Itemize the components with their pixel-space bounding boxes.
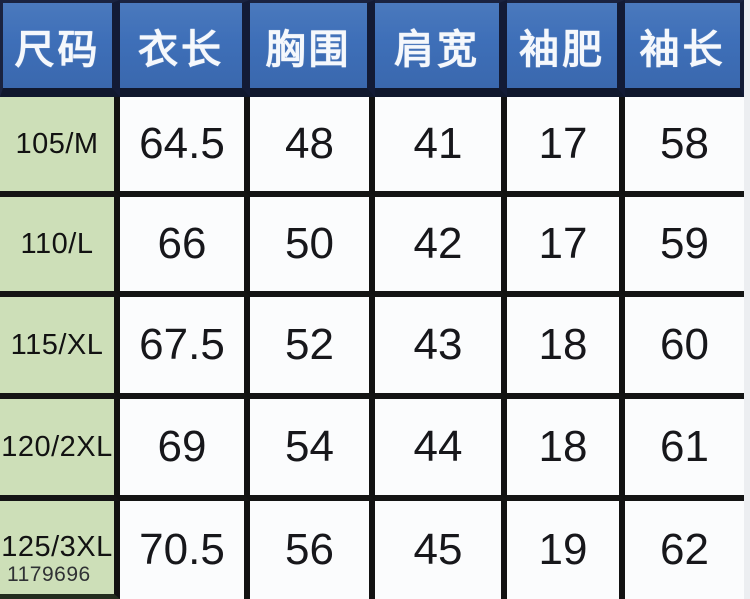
column-header-garment-length: 衣长 xyxy=(120,0,250,97)
value-cell: 50 xyxy=(250,197,375,297)
value-cell: 62 xyxy=(625,501,744,599)
column-header-sleeve-length: 袖长 xyxy=(625,0,744,97)
column-header-shoulder-width: 肩宽 xyxy=(375,0,507,97)
column-header-size: 尺码 xyxy=(0,0,120,97)
photo-edge-sliver xyxy=(744,0,750,599)
value-cell: 45 xyxy=(375,501,507,599)
size-cell: 125/3XL xyxy=(0,501,120,599)
value-cell: 18 xyxy=(507,297,625,399)
value-cell: 43 xyxy=(375,297,507,399)
value-cell: 58 xyxy=(625,97,744,197)
size-cell: 105/M xyxy=(0,97,120,197)
value-cell: 52 xyxy=(250,297,375,399)
value-cell: 66 xyxy=(120,197,250,297)
value-cell: 17 xyxy=(507,197,625,297)
watermark-number: 1179696 xyxy=(7,563,91,586)
value-cell: 61 xyxy=(625,399,744,501)
value-cell: 67.5 xyxy=(120,297,250,399)
value-cell: 41 xyxy=(375,97,507,197)
value-cell: 44 xyxy=(375,399,507,501)
value-cell: 54 xyxy=(250,399,375,501)
value-cell: 70.5 xyxy=(120,501,250,599)
size-cell: 110/L xyxy=(0,197,120,297)
value-cell: 56 xyxy=(250,501,375,599)
value-cell: 17 xyxy=(507,97,625,197)
value-cell: 64.5 xyxy=(120,97,250,197)
value-cell: 60 xyxy=(625,297,744,399)
size-cell: 115/XL xyxy=(0,297,120,399)
column-header-sleeve-width: 袖肥 xyxy=(507,0,625,97)
column-header-chest: 胸围 xyxy=(250,0,375,97)
value-cell: 59 xyxy=(625,197,744,297)
value-cell: 18 xyxy=(507,399,625,501)
value-cell: 69 xyxy=(120,399,250,501)
size-cell: 120/2XL xyxy=(0,399,120,501)
value-cell: 19 xyxy=(507,501,625,599)
value-cell: 42 xyxy=(375,197,507,297)
value-cell: 48 xyxy=(250,97,375,197)
